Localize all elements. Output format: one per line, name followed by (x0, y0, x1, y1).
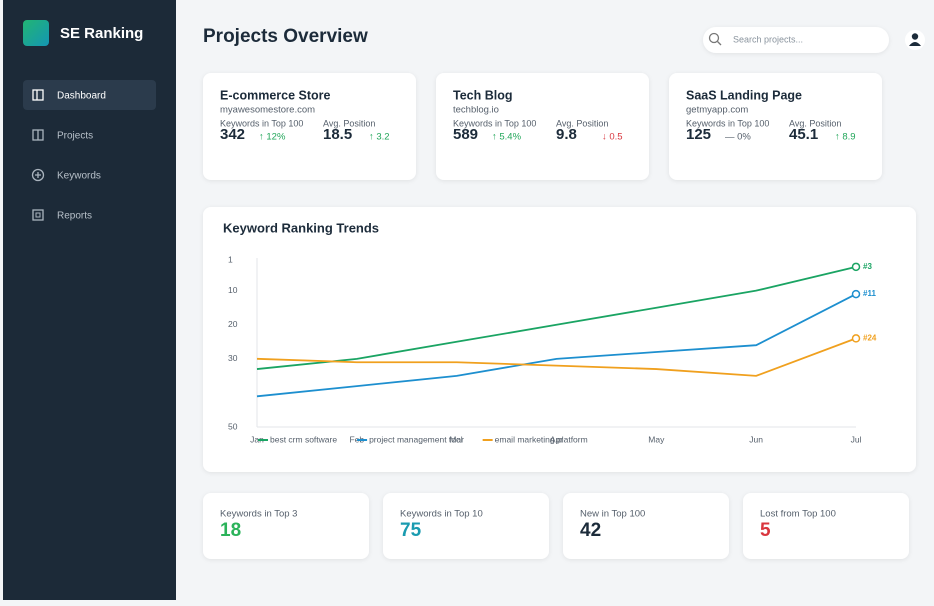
metric-change: ↑ 8.9 (835, 132, 856, 143)
logo (23, 20, 49, 46)
avatar-icon (909, 42, 921, 46)
value-label: #11 (863, 289, 876, 298)
x-tick-label: Jun (749, 434, 763, 444)
stat-label: Lost from Top 100 (760, 509, 836, 520)
search-icon (708, 32, 720, 44)
stat-value: 18 (220, 520, 241, 541)
project-card (203, 73, 416, 180)
metric-value: 9.8 (556, 126, 577, 143)
legend-label: email marketing platform (495, 434, 588, 444)
x-tick-label: Apr (550, 434, 563, 444)
metric-value: 45.1 (789, 126, 818, 143)
stat-card (203, 493, 369, 559)
nav-item[interactable]: Reports (32, 209, 92, 222)
stat-label: New in Top 100 (580, 509, 645, 520)
project-domain: getmyapp.com (686, 105, 748, 116)
x-tick-label: Feb (350, 434, 365, 444)
search-placeholder[interactable]: Search projects... (733, 34, 803, 44)
project-card (436, 73, 649, 180)
y-tick-label: 10 (228, 285, 238, 295)
metric-label: Avg. Position (556, 118, 608, 128)
metric-change: ↑ 5.4% (492, 132, 522, 143)
nav-icon (32, 89, 44, 101)
stat-card (383, 493, 549, 559)
nav-active-bg (23, 80, 156, 110)
search-box[interactable]: Search projects... (703, 27, 889, 53)
nav-item[interactable]: Dashboard (32, 89, 106, 102)
project-name: E-commerce Store (220, 88, 331, 102)
value-label: #3 (863, 262, 872, 271)
chart-card (203, 207, 916, 472)
stat-value: 5 (760, 520, 771, 541)
x-tick-label: Mar (449, 434, 464, 444)
end-point (851, 289, 861, 299)
metric-change: ↑ 3.2 (369, 132, 390, 143)
metric-value: 342 (220, 126, 245, 143)
nav-icon (35, 172, 41, 178)
nav-label[interactable]: Projects (57, 131, 93, 142)
brand: SE Ranking (60, 25, 143, 42)
y-tick-label: 50 (228, 421, 238, 431)
user-avatar[interactable] (905, 30, 925, 50)
nav-icon (32, 209, 44, 221)
legend-label: project management tool (369, 434, 463, 444)
stat-value: 42 (580, 520, 601, 541)
metric-label: Keywords in Top 100 (220, 118, 303, 128)
y-tick-label: 30 (228, 353, 238, 363)
nav-label[interactable]: Reports (57, 211, 92, 222)
avatar-bg[interactable] (905, 30, 925, 50)
nav-icon (31, 168, 45, 182)
chart-title: Keyword Ranking Trends (223, 220, 379, 235)
stat-value: 75 (400, 520, 422, 541)
metric-value: 125 (686, 126, 711, 143)
metric-change: — 0% (725, 132, 751, 143)
nav-icon (35, 212, 41, 218)
end-point (851, 262, 861, 272)
nav-label[interactable]: Dashboard (57, 91, 106, 102)
stat-card (563, 493, 729, 559)
series-line (256, 293, 857, 398)
project-name: Tech Blog (453, 88, 513, 102)
metric-label: Avg. Position (789, 118, 841, 128)
stat-card (743, 493, 909, 559)
series-line (256, 337, 857, 377)
search-field[interactable] (703, 27, 889, 53)
nav-label[interactable]: Keywords (57, 171, 101, 182)
search-icon (717, 41, 722, 46)
metric-label: Keywords in Top 100 (453, 118, 536, 128)
page-title: Projects Overview (203, 26, 368, 47)
stat-label: Keywords in Top 3 (220, 509, 297, 520)
nav-item[interactable]: Keywords (31, 168, 101, 182)
legend-label: best crm software (270, 434, 337, 444)
avatar-icon (911, 33, 919, 40)
metric-label: Keywords in Top 100 (686, 118, 769, 128)
x-tick-label: Jan (250, 434, 264, 444)
stat-label: Keywords in Top 10 (400, 509, 483, 520)
series-line (256, 265, 857, 370)
project-name: SaaS Landing Page (686, 88, 802, 102)
project-domain: techblog.io (453, 105, 499, 116)
y-tick-label: 20 (228, 319, 238, 329)
y-tick-label: 1 (228, 254, 233, 264)
metric-change: ↓ 0.5 (602, 132, 623, 143)
nav-item[interactable]: Projects (32, 129, 93, 142)
project-card (669, 73, 882, 180)
value-label: #24 (863, 333, 877, 342)
x-tick-label: May (648, 434, 665, 444)
metric-value: 18.5 (323, 126, 352, 143)
metric-label: Avg. Position (323, 118, 375, 128)
metric-value: 589 (453, 126, 478, 143)
metric-change: ↑ 12% (259, 132, 286, 143)
project-domain: myawesomestore.com (220, 105, 315, 116)
x-tick-label: Jul (851, 434, 862, 444)
end-point (851, 334, 861, 343)
